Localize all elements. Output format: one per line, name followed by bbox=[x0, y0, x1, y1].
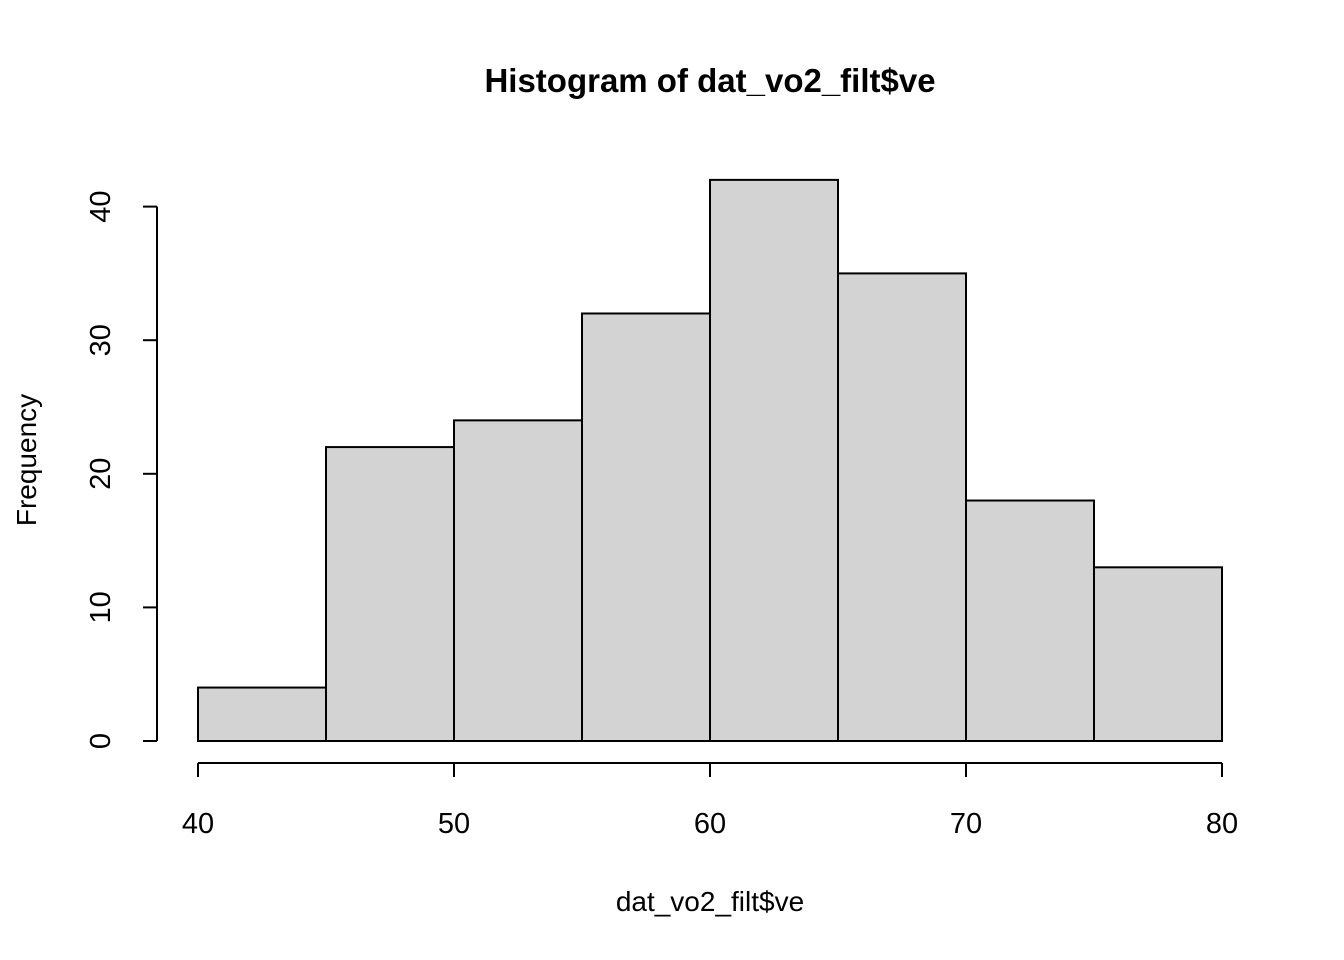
y-axis: 0 10 20 30 40 bbox=[85, 190, 158, 749]
y-axis-label: Frequency bbox=[11, 394, 42, 526]
histogram-bar-55-60 bbox=[581, 312, 711, 742]
histogram-bar-45-50 bbox=[325, 446, 455, 742]
x-tick-label: 80 bbox=[1206, 808, 1238, 840]
x-tick-label: 40 bbox=[182, 808, 214, 840]
y-tick-label: 10 bbox=[85, 591, 117, 623]
histogram-bar-65-70 bbox=[837, 272, 967, 742]
chart-title: Histogram of dat_vo2_filt$ve bbox=[484, 62, 935, 99]
y-tick-label: 30 bbox=[85, 324, 117, 356]
y-tick-label: 20 bbox=[85, 458, 117, 490]
y-tick-label: 0 bbox=[85, 733, 117, 749]
x-tick-label: 50 bbox=[438, 808, 470, 840]
histogram-bar-40-45 bbox=[197, 686, 327, 742]
histogram-bar-50-55 bbox=[453, 419, 583, 742]
x-axis-label: dat_vo2_filt$ve bbox=[616, 886, 804, 917]
x-axis: 40 50 60 70 80 bbox=[182, 762, 1238, 840]
histogram-bar-70-75 bbox=[965, 499, 1095, 742]
histogram-bar-75-80 bbox=[1093, 566, 1223, 742]
y-tick-label: 40 bbox=[85, 190, 117, 222]
x-tick-label: 70 bbox=[950, 808, 982, 840]
x-tick-label: 60 bbox=[694, 808, 726, 840]
bars-group bbox=[197, 178, 1223, 742]
histogram-bar-60-65 bbox=[709, 178, 839, 742]
